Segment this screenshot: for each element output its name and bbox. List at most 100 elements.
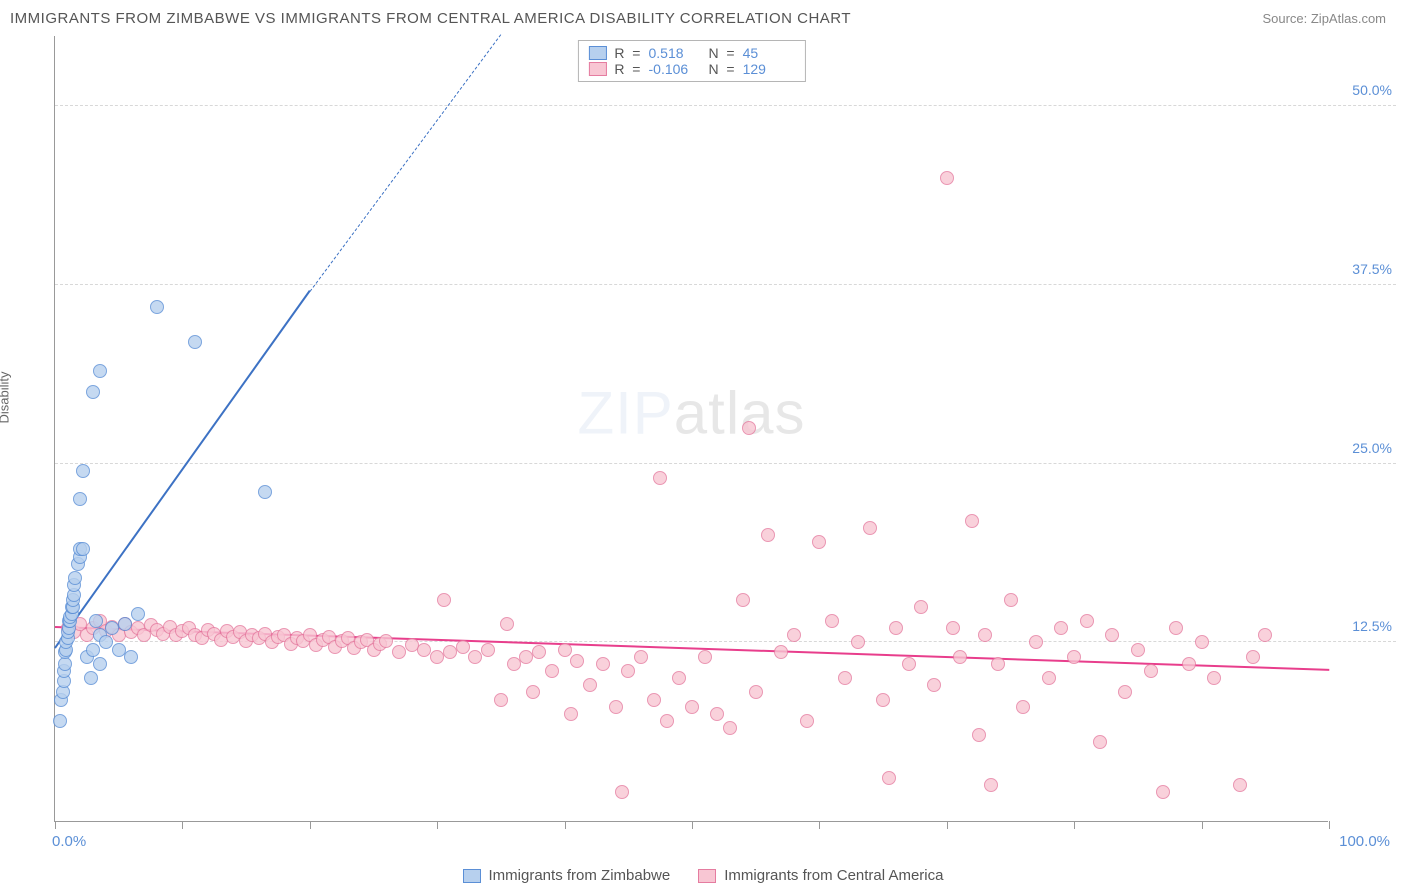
- stats-row: R =-0.106N =129: [588, 61, 794, 77]
- data-point: [882, 771, 896, 785]
- data-point: [1246, 650, 1260, 664]
- data-point: [1080, 614, 1094, 628]
- data-point: [1004, 593, 1018, 607]
- data-point: [1093, 735, 1107, 749]
- y-axis-label: Disability: [0, 371, 12, 423]
- data-point: [73, 492, 87, 506]
- data-point: [863, 521, 877, 535]
- gridline: [55, 463, 1396, 464]
- data-point: [851, 635, 865, 649]
- data-point: [749, 685, 763, 699]
- data-point: [774, 645, 788, 659]
- data-point: [800, 714, 814, 728]
- data-point: [93, 364, 107, 378]
- data-point: [1029, 635, 1043, 649]
- legend-swatch: [463, 869, 481, 883]
- data-point: [889, 621, 903, 635]
- data-point: [481, 643, 495, 657]
- x-min-label: 0.0%: [52, 833, 86, 850]
- data-point: [86, 643, 100, 657]
- trend-line: [54, 291, 311, 650]
- data-point: [742, 421, 756, 435]
- data-point: [660, 714, 674, 728]
- legend-item: Immigrants from Zimbabwe: [463, 867, 671, 884]
- data-point: [150, 300, 164, 314]
- data-point: [84, 671, 98, 685]
- data-point: [532, 645, 546, 659]
- data-point: [1118, 685, 1132, 699]
- data-point: [124, 650, 138, 664]
- data-point: [978, 628, 992, 642]
- gridline: [55, 105, 1396, 106]
- chart-header: IMMIGRANTS FROM ZIMBABWE VS IMMIGRANTS F…: [0, 0, 1406, 33]
- data-point: [564, 707, 578, 721]
- y-tick-label: 37.5%: [1352, 261, 1392, 277]
- data-point: [68, 571, 82, 585]
- data-point: [984, 778, 998, 792]
- data-point: [1016, 700, 1030, 714]
- legend-label: Immigrants from Central America: [724, 867, 943, 884]
- data-point: [437, 593, 451, 607]
- data-point: [876, 693, 890, 707]
- data-point: [1067, 650, 1081, 664]
- data-point: [685, 700, 699, 714]
- data-point: [258, 485, 272, 499]
- gridline: [55, 284, 1396, 285]
- watermark: ZIPatlas: [577, 378, 805, 447]
- data-point: [558, 643, 572, 657]
- legend-swatch: [588, 62, 606, 76]
- data-point: [570, 654, 584, 668]
- data-point: [118, 617, 132, 631]
- data-point: [902, 657, 916, 671]
- data-point: [1054, 621, 1068, 635]
- data-point: [1169, 621, 1183, 635]
- data-point: [1042, 671, 1056, 685]
- data-point: [494, 693, 508, 707]
- data-point: [456, 640, 470, 654]
- data-point: [838, 671, 852, 685]
- source-attribution: Source: ZipAtlas.com: [1262, 11, 1386, 26]
- data-point: [634, 650, 648, 664]
- data-point: [787, 628, 801, 642]
- data-point: [1182, 657, 1196, 671]
- legend-label: Immigrants from Zimbabwe: [489, 867, 671, 884]
- legend-swatch: [698, 869, 716, 883]
- data-point: [940, 171, 954, 185]
- data-point: [1144, 664, 1158, 678]
- data-point: [507, 657, 521, 671]
- data-point: [615, 785, 629, 799]
- data-point: [131, 607, 145, 621]
- data-point: [76, 542, 90, 556]
- plot-region: ZIPatlas R =0.518N =45R =-0.106N =129 12…: [54, 36, 1328, 822]
- data-point: [93, 657, 107, 671]
- data-point: [672, 671, 686, 685]
- data-point: [1131, 643, 1145, 657]
- data-point: [825, 614, 839, 628]
- x-max-label: 100.0%: [1339, 833, 1390, 850]
- data-point: [53, 714, 67, 728]
- data-point: [965, 514, 979, 528]
- data-point: [500, 617, 514, 631]
- data-point: [86, 385, 100, 399]
- legend-swatch: [588, 46, 606, 60]
- chart-area: Disability ZIPatlas R =0.518N =45R =-0.1…: [10, 36, 1396, 848]
- data-point: [392, 645, 406, 659]
- x-axis: 0.0% 100.0%: [54, 826, 1328, 850]
- trend-line: [309, 34, 501, 292]
- x-tick: [1329, 821, 1330, 829]
- data-point: [1195, 635, 1209, 649]
- legend-item: Immigrants from Central America: [698, 867, 943, 884]
- data-point: [1258, 628, 1272, 642]
- data-point: [89, 614, 103, 628]
- data-point: [609, 700, 623, 714]
- data-point: [583, 678, 597, 692]
- chart-legend: Immigrants from Zimbabwe Immigrants from …: [0, 867, 1406, 884]
- data-point: [526, 685, 540, 699]
- y-tick-label: 50.0%: [1352, 82, 1392, 98]
- correlation-stats-box: R =0.518N =45R =-0.106N =129: [577, 40, 805, 82]
- data-point: [76, 464, 90, 478]
- data-point: [1105, 628, 1119, 642]
- data-point: [927, 678, 941, 692]
- data-point: [710, 707, 724, 721]
- data-point: [647, 693, 661, 707]
